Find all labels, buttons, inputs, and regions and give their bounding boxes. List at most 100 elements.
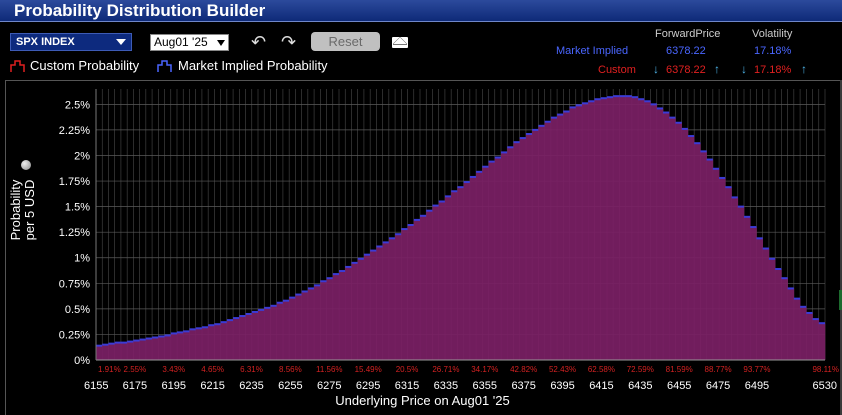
probability-bar [663, 112, 670, 360]
probability-bar [444, 196, 452, 360]
probability-bar [563, 111, 570, 361]
arrow-down-icon[interactable]: ↓ [741, 62, 747, 76]
probability-bar [575, 105, 583, 360]
volatility-header: Volatility [752, 28, 793, 40]
probability-bar [363, 254, 371, 360]
cumulative-probability-label: 15.49% [355, 365, 382, 374]
cumulative-probability-label: 81.59% [666, 365, 693, 374]
x-tick-label: 6530 [813, 380, 837, 392]
title-bar: Probability Distribution Builder [0, 0, 842, 22]
x-tick-label: 6455 [667, 380, 691, 392]
probability-bar [569, 107, 577, 360]
probability-bar [276, 302, 284, 360]
y-tick-label: 0.25% [59, 329, 90, 341]
y-tick-label: 0% [74, 355, 90, 367]
probability-bar [320, 281, 327, 360]
probability-bar [669, 117, 676, 360]
probability-bar [114, 342, 122, 360]
probability-bar [812, 319, 820, 360]
cumulative-probability-label: 2.55% [124, 365, 147, 374]
cumulative-probability-label: 34.17% [471, 365, 498, 374]
probability-bar [96, 345, 103, 360]
probability-bar [420, 215, 427, 360]
probability-bar [538, 125, 545, 360]
x-tick-label: 6395 [550, 380, 574, 392]
probability-bar [357, 258, 365, 360]
x-tick-label: 6495 [745, 380, 769, 392]
cumulative-probability-label: 72.59% [627, 365, 654, 374]
cumulative-probability-label: 42.82% [510, 365, 537, 374]
probability-bar [712, 168, 720, 360]
probability-bar [289, 297, 296, 360]
probability-bar [613, 96, 620, 360]
cumulative-probability-label: 6.31% [240, 365, 263, 374]
probability-bar [787, 288, 795, 360]
probability-bar [388, 238, 396, 360]
cumulative-probability-label: 93.77% [743, 365, 770, 374]
market-volatility-value: 17.18% [754, 45, 792, 57]
probability-bar [544, 121, 552, 361]
cumulative-probability-label: 1.91% [98, 365, 121, 374]
x-tick-label: 6195 [162, 380, 186, 392]
y-tick-label: 2.5% [65, 99, 90, 111]
window-title: Probability Distribution Builder [14, 1, 266, 20]
custom-forward-value[interactable]: 6378.22 [666, 64, 706, 76]
scrollbar-thumb[interactable] [839, 290, 842, 310]
arrow-up-icon[interactable]: ↑ [714, 62, 720, 76]
probability-bar [594, 99, 601, 361]
probability-bar [426, 210, 433, 360]
custom-volatility-value[interactable]: 17.18% [754, 64, 792, 76]
y-tick-label: 1% [74, 253, 90, 265]
probability-bar [681, 128, 689, 360]
market-probability-legend[interactable]: Market Implied Probability [178, 58, 328, 73]
probability-bar [145, 338, 153, 360]
probability-bar [631, 97, 639, 361]
scrollbar[interactable] [840, 80, 842, 415]
probability-bar [606, 97, 614, 361]
y-tick-label: 2% [74, 150, 90, 162]
probability-bar [463, 182, 471, 360]
undo-icon[interactable]: ↶ [251, 32, 267, 52]
probability-bar [401, 229, 408, 360]
probability-bar [183, 331, 190, 360]
probability-bar [133, 340, 140, 360]
probability-bar [582, 103, 589, 360]
probability-bar [507, 147, 514, 360]
y-tick-label: 0.5% [65, 304, 90, 316]
probability-bar [494, 157, 502, 360]
x-tick-label: 6355 [473, 380, 497, 392]
chart-frame-top [5, 80, 842, 81]
probability-bar [457, 187, 464, 360]
probability-bar [762, 248, 770, 360]
info-icon[interactable] [21, 160, 31, 170]
probability-bar [413, 219, 421, 360]
y-tick-label: 1.5% [65, 202, 90, 214]
probability-bar [694, 143, 701, 360]
x-tick-label: 6375 [511, 380, 535, 392]
x-tick-label: 6435 [628, 380, 652, 392]
symbol-dropdown[interactable]: SPX INDEX [10, 33, 132, 51]
probability-bar [793, 298, 801, 360]
symbol-value: SPX INDEX [16, 36, 75, 48]
custom-probability-legend[interactable]: Custom Probability [30, 58, 140, 73]
cumulative-probability-label: 26.71% [432, 365, 459, 374]
arrow-down-icon[interactable]: ↓ [653, 62, 659, 76]
cumulative-probability-label: 88.77% [705, 365, 732, 374]
email-icon[interactable] [392, 37, 408, 48]
arrow-up-icon[interactable]: ↑ [801, 62, 807, 76]
y-tick-label: 1.25% [59, 227, 90, 239]
probability-bar [295, 294, 302, 360]
custom-probability-legend-icon [10, 60, 25, 72]
x-tick-label: 6215 [200, 380, 224, 392]
market-probability-legend-icon [157, 60, 172, 72]
expiry-dropdown[interactable]: Aug01 '25 [150, 34, 229, 51]
probability-bar [687, 136, 695, 360]
probability-bar [189, 329, 196, 360]
reset-button[interactable]: Reset [311, 32, 380, 51]
redo-icon[interactable]: ↷ [281, 32, 297, 52]
probability-bar [519, 138, 527, 360]
cumulative-probability-label: 4.65% [201, 365, 224, 374]
probability-bar [525, 133, 533, 360]
x-tick-label: 6295 [356, 380, 380, 392]
